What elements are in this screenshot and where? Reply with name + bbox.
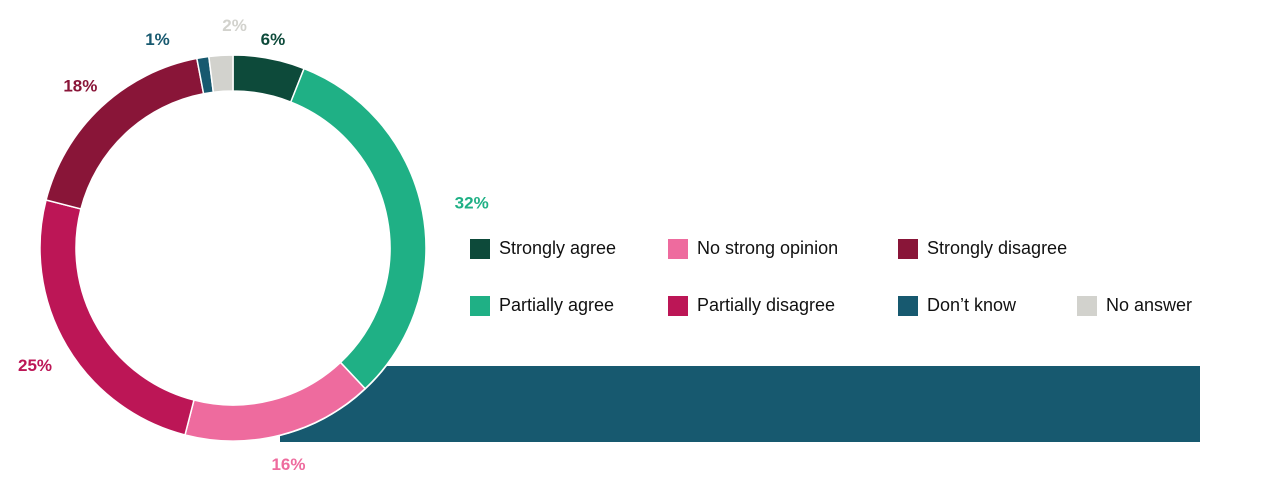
legend-label-no-answer: No answer bbox=[1106, 295, 1193, 315]
legend-item-no-answer: No answer bbox=[1077, 295, 1192, 316]
donut-background bbox=[39, 54, 427, 442]
background-band bbox=[280, 366, 1200, 442]
legend-label-dont-know: Don’t know bbox=[927, 295, 1017, 315]
legend: Strongly agree No strong opinion Strongl… bbox=[470, 238, 1230, 328]
legend-item-no-strong-opinion: No strong opinion bbox=[668, 238, 838, 259]
legend-swatch-no-strong-opinion bbox=[668, 238, 688, 259]
data-label-dont-know: 1% bbox=[145, 30, 170, 49]
legend-label-strongly-disagree: Strongly disagree bbox=[927, 238, 1068, 258]
data-label-partially-agree: 32% bbox=[455, 193, 489, 212]
legend-swatch-strongly-agree bbox=[470, 238, 490, 259]
legend-label-strongly-agree: Strongly agree bbox=[499, 238, 617, 258]
legend-item-partially-agree: Partially agree bbox=[470, 295, 614, 316]
legend-label-partially-disagree: Partially disagree bbox=[697, 295, 836, 315]
data-label-strongly-agree: 6% bbox=[261, 30, 286, 49]
legend-swatch-partially-agree bbox=[470, 295, 490, 316]
legend-label-partially-agree: Partially agree bbox=[499, 295, 615, 315]
legend-item-partially-disagree: Partially disagree bbox=[668, 295, 835, 316]
legend-label-no-strong-opinion: No strong opinion bbox=[697, 238, 839, 258]
data-label-no-strong-opinion: 16% bbox=[271, 455, 305, 474]
data-label-strongly-disagree: 18% bbox=[63, 76, 97, 95]
legend-swatch-partially-disagree bbox=[668, 295, 688, 316]
slice-no-answer bbox=[207, 54, 234, 94]
legend-swatch-dont-know bbox=[898, 295, 918, 316]
legend-item-strongly-agree: Strongly agree bbox=[470, 238, 616, 259]
data-label-partially-disagree: 25% bbox=[18, 356, 52, 375]
legend-item-dont-know: Don’t know bbox=[898, 295, 1016, 316]
legend-swatch-strongly-disagree bbox=[898, 238, 918, 259]
legend-swatch-no-answer bbox=[1077, 295, 1097, 316]
data-label-no-answer: 2% bbox=[222, 16, 247, 35]
legend-item-strongly-disagree: Strongly disagree bbox=[898, 238, 1067, 259]
